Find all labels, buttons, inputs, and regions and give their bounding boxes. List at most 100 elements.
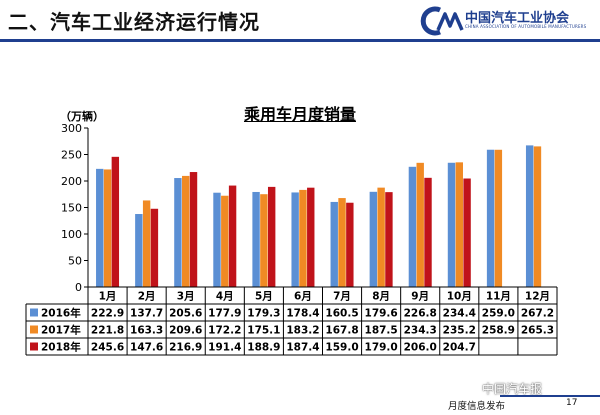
bar-0-10	[486, 149, 495, 287]
y-tick-label-5: 250	[61, 149, 82, 162]
bar-2-3	[228, 185, 237, 287]
y-tick-label-0: 0	[75, 281, 82, 294]
data-label-0-8: 226.8	[404, 308, 437, 320]
footer-divider	[500, 395, 600, 397]
bar-1-7	[377, 187, 385, 288]
data-label-2-5: 187.4	[286, 342, 319, 354]
bar-2-1	[150, 208, 159, 287]
bar-1-1	[142, 200, 151, 287]
plot-area	[96, 145, 542, 288]
bar-1-3	[221, 195, 229, 287]
data-label-2-8: 206.0	[404, 342, 437, 354]
bar-1-5	[299, 189, 307, 287]
slide-title: 二、汽车工业经济运行情况	[8, 10, 260, 34]
bar-0-4	[252, 191, 260, 287]
bar-0-7	[369, 191, 378, 287]
data-label-0-5: 178.4	[286, 308, 319, 320]
bar-0-1	[135, 214, 143, 287]
data-label-1-3: 172.2	[208, 325, 241, 337]
data-label-2-2: 216.9	[169, 342, 202, 354]
legend-label-2: 2018年	[41, 341, 81, 354]
bar-0-6	[330, 201, 338, 287]
data-label-1-10: 258.9	[482, 325, 515, 337]
x-tick-label-8: 9月	[411, 291, 429, 303]
bar-1-9	[455, 162, 463, 287]
bar-2-9	[463, 178, 471, 287]
bar-2-6	[346, 202, 354, 287]
data-label-0-11: 267.2	[521, 308, 554, 320]
data-label-1-2: 209.6	[169, 325, 202, 337]
logo-english-name: CHINA ASSOCIATION OF AUTOMOBILE MANUFACT…	[465, 24, 587, 29]
data-label-1-7: 187.5	[365, 325, 398, 337]
bar-2-8	[424, 177, 432, 287]
bar-1-0	[103, 169, 112, 287]
slide-header: 二、汽车工业经济运行情况 中国汽车工业协会 CHINA ASSOCIATION …	[0, 0, 600, 40]
x-tick-label-10: 11月	[486, 291, 511, 303]
caam-logo: 中国汽车工业协会 CHINA ASSOCIATION OF AUTOMOBILE…	[420, 6, 595, 36]
bar-0-8	[408, 166, 417, 287]
data-label-1-11: 265.3	[521, 325, 554, 337]
page-number: 17	[566, 398, 578, 408]
data-label-0-1: 137.7	[130, 308, 163, 320]
bar-2-7	[385, 192, 393, 287]
bar-2-5	[307, 187, 315, 287]
legend-label-1: 2017年	[41, 324, 81, 337]
title-underline-bar	[0, 39, 600, 42]
y-axis-unit-label: （万辆）	[60, 110, 104, 123]
y-tick-label-6: 300	[61, 122, 82, 135]
data-label-1-9: 235.2	[443, 325, 476, 337]
data-label-2-1: 147.6	[130, 342, 163, 354]
data-label-2-6: 159.0	[325, 342, 358, 354]
data-label-0-6: 160.5	[325, 308, 358, 320]
bar-0-2	[174, 178, 182, 287]
y-tick-label-3: 150	[61, 202, 82, 215]
data-label-2-4: 188.9	[247, 342, 280, 354]
bar-2-4	[267, 186, 276, 287]
bar-1-8	[416, 162, 424, 287]
y-tick-label-2: 100	[61, 228, 82, 241]
data-label-1-6: 167.8	[325, 325, 358, 337]
x-tick-label-1: 2月	[138, 291, 156, 303]
bar-0-11	[525, 145, 534, 287]
data-label-0-3: 177.9	[208, 308, 241, 320]
data-label-0-9: 234.4	[443, 308, 476, 320]
bar-2-2	[189, 172, 198, 287]
data-label-0-0: 222.9	[91, 308, 124, 320]
data-label-0-4: 179.3	[247, 308, 280, 320]
data-label-1-8: 234.3	[404, 325, 437, 337]
data-label-1-0: 221.8	[91, 325, 124, 337]
bar-1-6	[338, 198, 346, 287]
x-tick-label-5: 6月	[294, 291, 312, 303]
x-tick-label-3: 4月	[216, 291, 234, 303]
legend-label-0: 2016年	[41, 307, 81, 320]
chart-title: 乘用车月度销量	[243, 105, 356, 124]
x-tick-label-2: 3月	[177, 291, 195, 303]
bar-0-5	[291, 192, 299, 287]
footer-label: 月度信息发布	[448, 401, 506, 412]
x-tick-label-4: 5月	[255, 291, 273, 303]
data-label-2-9: 204.7	[443, 342, 476, 354]
x-tick-label-6: 7月	[333, 291, 351, 303]
data-label-2-3: 191.4	[208, 342, 241, 354]
x-tick-label-7: 8月	[372, 291, 390, 303]
data-label-1-1: 163.3	[130, 325, 163, 337]
legend-swatch-0	[30, 308, 38, 317]
bar-0-0	[96, 168, 104, 287]
data-label-2-7: 179.0	[365, 342, 398, 354]
caam-logo-icon	[420, 6, 464, 36]
watermark-text: 中国汽车报	[482, 382, 543, 396]
legend-swatch-2	[30, 342, 38, 351]
data-label-0-10: 259.0	[482, 308, 515, 320]
data-table: 1月 2月 3月 4月 5月 6月 7月 8月 9月 10月 11月 12月 2016年 222.9 137…	[25, 286, 558, 356]
data-label-0-7: 179.6	[365, 308, 398, 320]
data-label-2-0: 245.6	[91, 342, 124, 354]
data-label-1-4: 175.1	[247, 325, 280, 337]
bar-1-10	[494, 149, 503, 287]
x-tick-label-0: 1月	[99, 291, 117, 303]
data-label-1-5: 183.2	[286, 325, 319, 337]
data-label-0-2: 205.6	[169, 308, 202, 320]
legend-swatch-1	[30, 325, 38, 334]
bar-2-0	[111, 156, 120, 287]
bar-0-3	[213, 192, 221, 287]
